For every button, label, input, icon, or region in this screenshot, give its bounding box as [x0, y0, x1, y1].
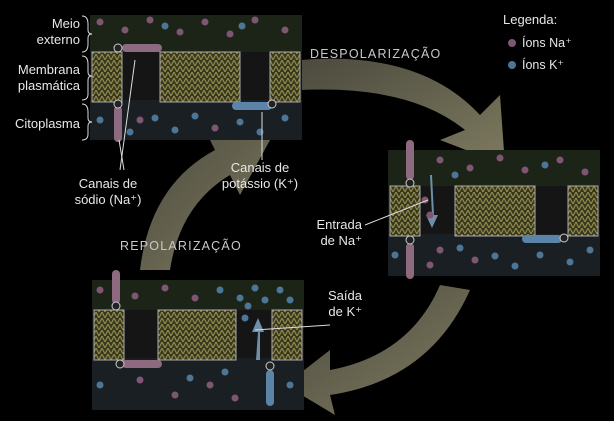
phase-title-repolarization: REPOLARIZAÇÃO	[120, 239, 242, 253]
k-channel-gate	[232, 102, 272, 110]
phase-title-depolarization: DESPOLARIZAÇÃO	[310, 47, 442, 61]
label-leader-lines	[118, 59, 429, 331]
k-ion-icon	[508, 60, 516, 69]
cycle-arrow-repolarization-bottom	[285, 285, 470, 415]
panel-depolarization	[388, 140, 600, 279]
legend-na-label: Íons Na⁺	[522, 36, 572, 50]
cycle-arrow-depolarization	[300, 58, 505, 165]
panel-repolarization	[92, 270, 304, 410]
label-canais-sodio: Canais de sódio (Na⁺)	[74, 176, 142, 207]
panel-resting	[90, 15, 302, 142]
label-membrana: Membrana plasmática	[17, 62, 80, 93]
cycle-arrow-repolarization-left	[140, 130, 270, 270]
label-entrada-na: Entrada de Na⁺	[316, 217, 362, 248]
label-saida-k: Saída de K⁺	[328, 288, 362, 319]
na-ion-icon	[508, 38, 516, 47]
legend-na: Íons Na⁺	[508, 35, 572, 50]
label-canais-potassio: Canais de potássio (K⁺)	[221, 160, 299, 191]
legend-k-label: Íons K⁺	[522, 58, 565, 72]
legend-title: Legenda:	[503, 12, 558, 27]
region-brackets	[81, 15, 93, 141]
legend-k: Íons K⁺	[508, 57, 564, 72]
label-citoplasma: Citoplasma	[14, 116, 80, 131]
na-channel-gate	[122, 44, 162, 52]
label-meio-externo: Meio externo	[36, 16, 80, 47]
